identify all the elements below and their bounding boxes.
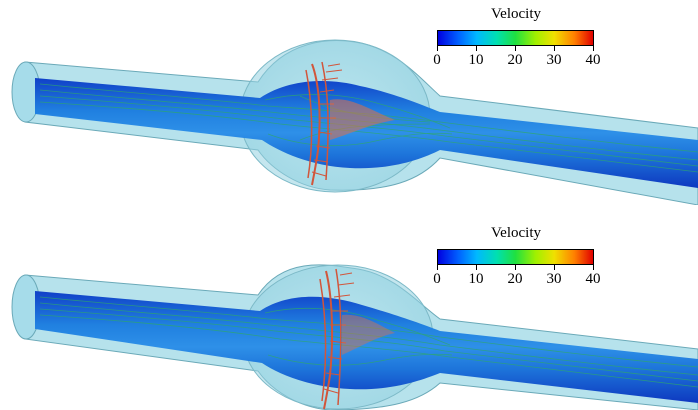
legend-tick [515, 45, 516, 51]
jet-cone [330, 99, 395, 140]
legend-tick-label: 10 [468, 271, 484, 287]
vessel-render-bottom [11, 264, 698, 410]
legend-tick [437, 264, 438, 270]
streamlines [39, 296, 698, 388]
legend-tick-label: 30 [546, 52, 562, 68]
legend-tick [476, 264, 477, 270]
simulation-panel-top: Velocity 0 10 20 30 40 [11, 4, 698, 205]
legend-tick-label: 40 [585, 271, 601, 287]
flow-core [35, 78, 698, 188]
legend-ticks: 0 10 20 30 40 [433, 30, 601, 70]
legend-tick-label: 0 [433, 271, 441, 287]
velocity-legend-bottom: Velocity 0 10 20 30 40 [426, 223, 606, 293]
legend-tick [554, 264, 555, 270]
legend-tick-label: 20 [507, 52, 523, 68]
velocity-jet [319, 268, 355, 410]
legend-tick-label: 30 [546, 271, 562, 287]
legend-tick [515, 264, 516, 270]
legend-tick [437, 45, 438, 51]
legend-tick-label: 40 [585, 52, 601, 68]
legend-tick-label: 0 [433, 52, 441, 68]
legend-title: Velocity [491, 225, 541, 241]
vessel-render-top [11, 39, 698, 205]
simulation-panel-bottom: Velocity 0 10 20 30 40 [0, 205, 698, 410]
legend-tick-label: 20 [507, 271, 523, 287]
flow-core [35, 291, 698, 403]
legend-tick [593, 264, 594, 270]
jet-cone [342, 314, 395, 355]
legend-title: Velocity [491, 6, 541, 22]
legend-ticks: 0 10 20 30 40 [433, 249, 601, 289]
velocity-legend-top: Velocity 0 10 20 30 40 [426, 4, 606, 74]
legend-tick [554, 45, 555, 51]
legend-tick [476, 45, 477, 51]
legend-tick [593, 45, 594, 51]
velocity-jet [305, 61, 343, 186]
legend-tick-label: 10 [468, 52, 484, 68]
